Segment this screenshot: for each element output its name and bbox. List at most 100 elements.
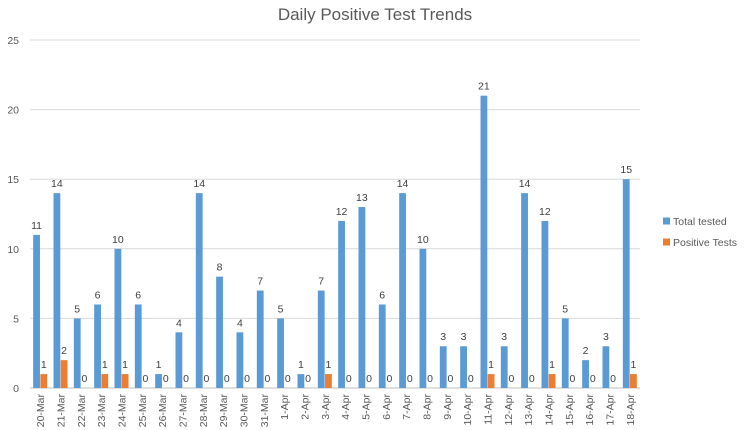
x-tick-label: 3-Apr xyxy=(320,394,332,420)
data-label-total-tested: 6 xyxy=(379,289,385,301)
bar-total-tested xyxy=(480,95,488,389)
y-tick-label: 0 xyxy=(13,383,19,395)
data-label-positive-tests: 0 xyxy=(265,373,271,385)
x-tick-label: 8-Apr xyxy=(422,394,434,420)
data-label-positive-tests: 0 xyxy=(183,373,189,385)
x-tick-label: 28-Mar xyxy=(198,394,210,428)
data-label-positive-tests: 0 xyxy=(143,373,149,385)
data-label-positive-tests: 0 xyxy=(163,373,169,385)
data-label-total-tested: 14 xyxy=(51,178,63,190)
x-tick-label: 24-Mar xyxy=(117,394,129,428)
bar-total-tested xyxy=(297,374,305,388)
bar-total-tested xyxy=(561,318,569,388)
x-tick-label: 31-Mar xyxy=(259,394,271,428)
bar-positive-tests xyxy=(40,374,48,388)
data-label-positive-tests: 1 xyxy=(122,359,128,371)
x-tick-label: 20-Mar xyxy=(35,394,47,428)
data-label-positive-tests: 1 xyxy=(102,359,108,371)
x-tick-label: 5-Apr xyxy=(361,394,373,420)
data-label-positive-tests: 2 xyxy=(61,345,67,357)
bar-total-tested xyxy=(155,374,162,388)
data-label-positive-tests: 0 xyxy=(610,373,616,385)
bar-total-tested xyxy=(622,179,630,388)
data-label-total-tested: 1 xyxy=(156,359,162,371)
x-tick-label: 30-Mar xyxy=(239,394,251,428)
data-label-positive-tests: 1 xyxy=(631,359,637,371)
bar-total-tested xyxy=(277,318,284,388)
data-label-total-tested: 3 xyxy=(501,331,507,343)
bar-total-tested xyxy=(460,346,467,388)
x-tick-label: 1-Apr xyxy=(279,394,291,420)
x-tick-label: 21-Mar xyxy=(56,394,68,428)
data-label-total-tested: 14 xyxy=(397,178,409,190)
x-tick-label: 23-Mar xyxy=(96,394,108,428)
data-label-positive-tests: 0 xyxy=(224,373,230,385)
data-label-positive-tests: 0 xyxy=(204,373,210,385)
x-tick-label: 4-Apr xyxy=(340,394,352,420)
x-tick-label: 13-Apr xyxy=(523,393,535,425)
data-label-total-tested: 11 xyxy=(31,220,42,232)
bar-positive-tests xyxy=(325,374,332,388)
bar-total-tested xyxy=(317,290,325,388)
bar-total-tested xyxy=(33,234,40,388)
bar-total-tested xyxy=(419,248,427,388)
data-label-positive-tests: 0 xyxy=(427,373,433,385)
data-label-total-tested: 10 xyxy=(417,234,429,246)
data-label-total-tested: 3 xyxy=(440,331,446,343)
x-tick-label: 7-Apr xyxy=(401,394,413,420)
bar-total-tested xyxy=(521,193,528,388)
bar-positive-tests xyxy=(548,374,556,388)
data-label-total-tested: 7 xyxy=(318,276,324,288)
x-tick-label: 29-Mar xyxy=(218,394,230,428)
gridlines xyxy=(30,39,640,389)
data-label-total-tested: 3 xyxy=(603,331,609,343)
data-label-total-tested: 21 xyxy=(478,81,490,93)
legend-swatch xyxy=(663,238,670,246)
legend: Total tested Positive Tests xyxy=(663,216,737,249)
data-label-positive-tests: 0 xyxy=(590,373,596,385)
data-label-total-tested: 5 xyxy=(278,303,284,315)
x-tick-label: 15-Apr xyxy=(564,393,576,425)
bar-positive-tests xyxy=(121,374,129,388)
data-label-total-tested: 7 xyxy=(257,276,263,288)
y-axis: 0 5 10 15 20 25 xyxy=(7,35,19,395)
data-label-total-tested: 14 xyxy=(193,178,205,190)
x-tick-label: 18-Apr xyxy=(625,393,637,425)
data-label-positive-tests: 0 xyxy=(244,373,250,385)
bar-total-tested xyxy=(439,346,447,388)
x-tick-label: 16-Apr xyxy=(584,393,596,425)
data-label-positive-tests: 0 xyxy=(366,373,372,385)
bar-positive-tests xyxy=(487,374,495,388)
data-label-total-tested: 12 xyxy=(336,206,348,218)
data-label-total-tested: 10 xyxy=(112,234,124,246)
x-tick-label: 6-Apr xyxy=(381,394,393,420)
data-label-positive-tests: 0 xyxy=(285,373,291,385)
bar-total-tested xyxy=(216,276,223,388)
data-label-positive-tests: 1 xyxy=(488,359,494,371)
data-label-total-tested: 4 xyxy=(237,317,243,329)
data-label-positive-tests: 0 xyxy=(570,373,576,385)
bar-total-tested xyxy=(358,207,366,388)
bar-positive-tests xyxy=(630,374,637,388)
data-label-total-tested: 13 xyxy=(356,192,368,204)
x-axis: 20-Mar 21-Mar 22-Mar 23-Mar 24-Mar 25-Mar 26-M… xyxy=(35,393,637,427)
x-tick-label: 2-Apr xyxy=(300,394,312,420)
data-label-positive-tests: 0 xyxy=(468,373,474,385)
data-label-total-tested: 14 xyxy=(519,178,531,190)
y-tick-label: 15 xyxy=(7,174,19,186)
bar-total-tested xyxy=(73,318,81,388)
x-tick-label: 10-Apr xyxy=(462,393,474,425)
bar-total-tested xyxy=(53,193,61,388)
data-label-positive-tests: 0 xyxy=(529,373,535,385)
data-label-total-tested: 5 xyxy=(562,303,568,315)
bar-total-tested xyxy=(94,304,101,388)
legend-label: Positive Tests xyxy=(673,237,737,249)
data-label-positive-tests: 0 xyxy=(387,373,393,385)
data-label-total-tested: 5 xyxy=(74,303,80,315)
bar-total-tested xyxy=(236,332,244,388)
x-tick-label: 11-Apr xyxy=(483,394,495,425)
bar-total-tested xyxy=(256,290,264,388)
bar-total-tested xyxy=(582,360,589,388)
bar-total-tested xyxy=(175,332,183,388)
